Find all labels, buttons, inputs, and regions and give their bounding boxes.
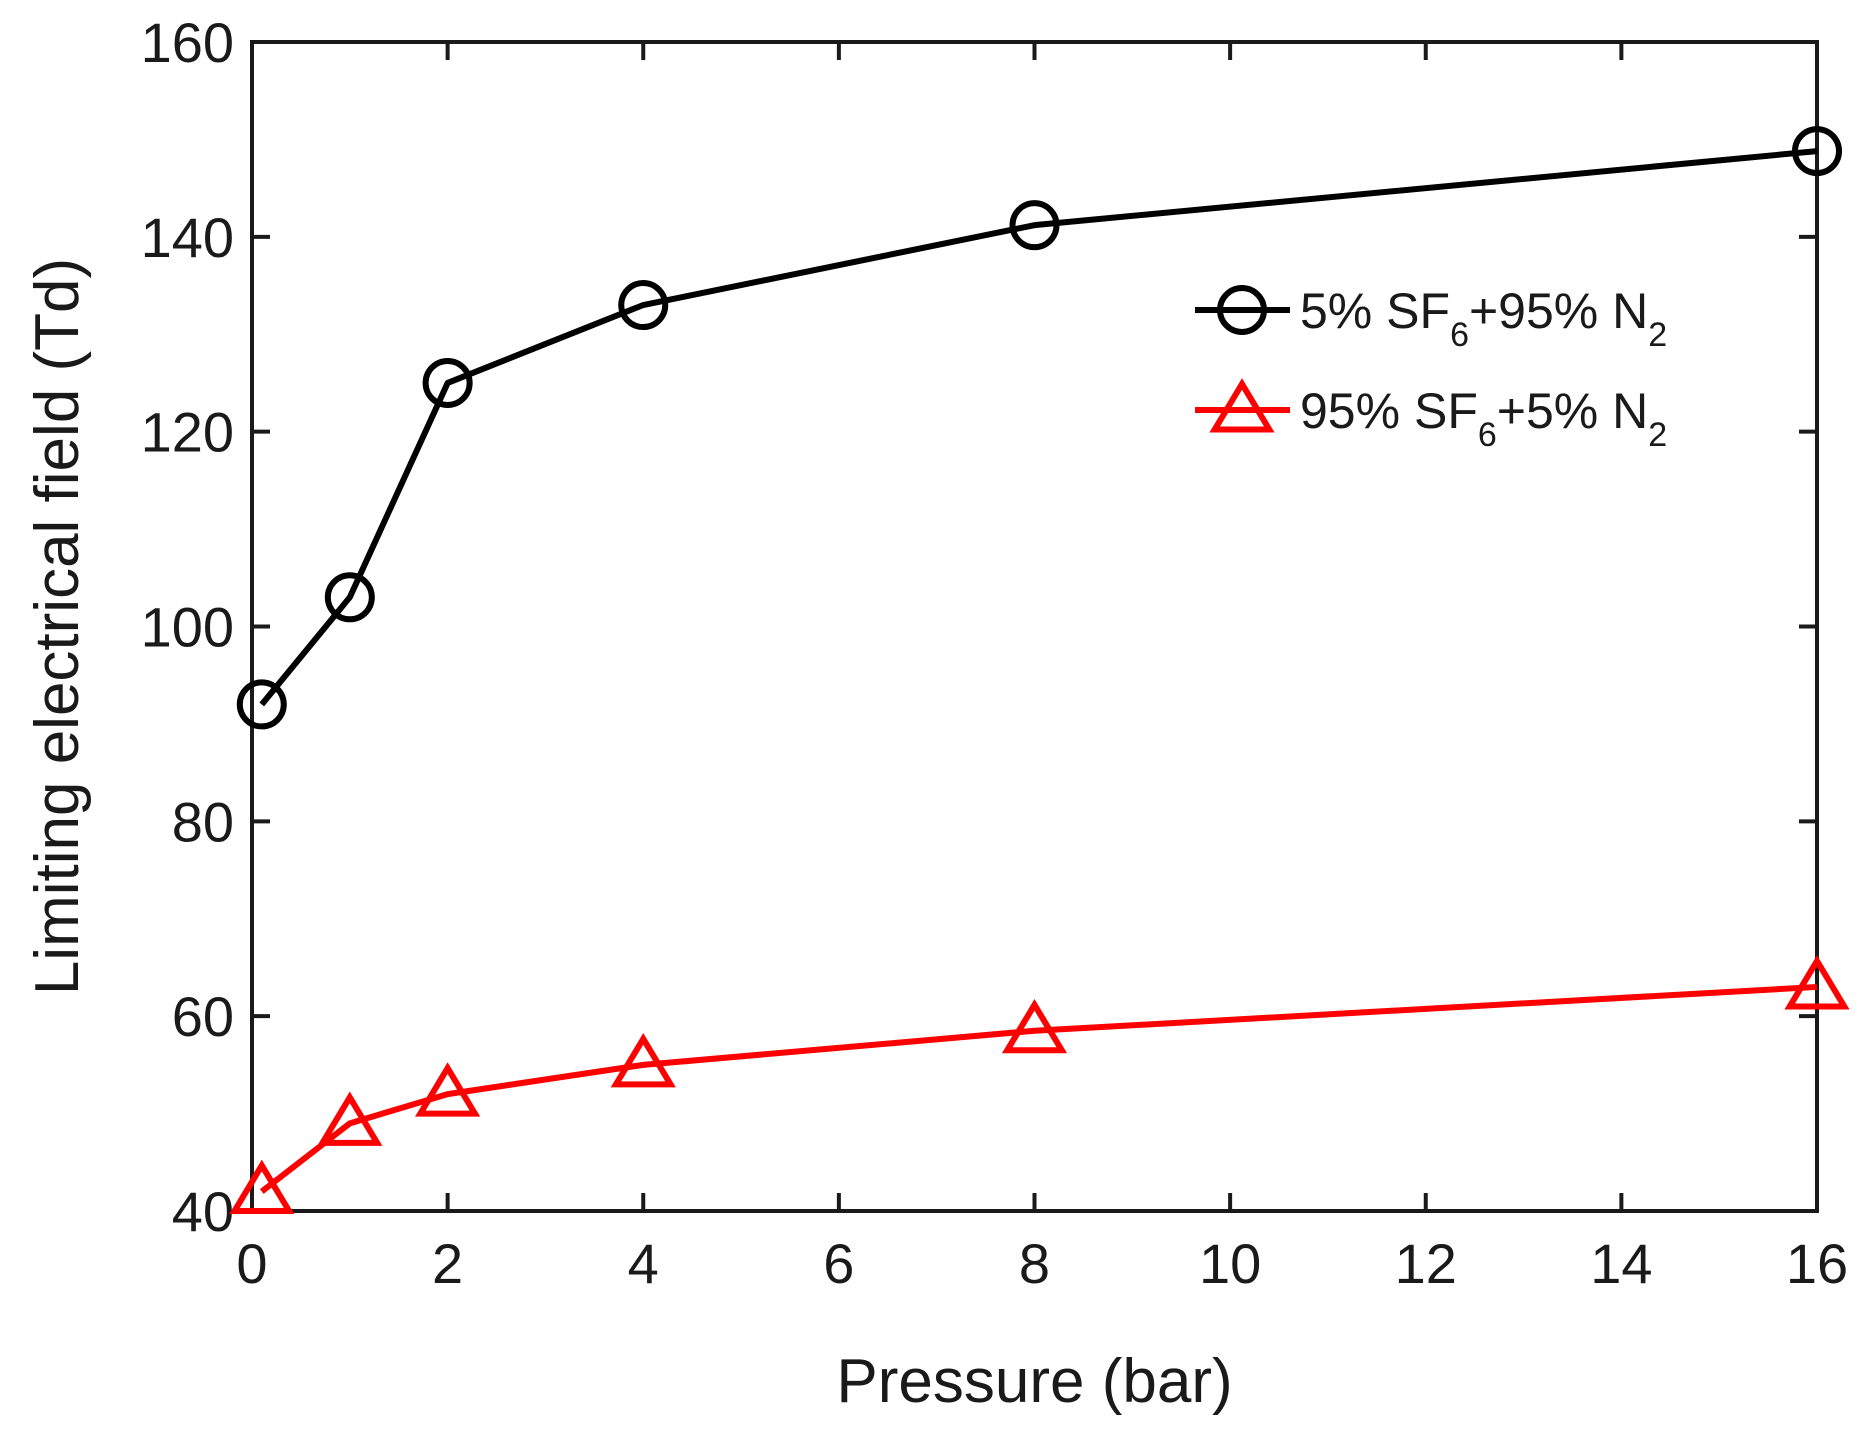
series-2-point [317,1091,383,1146]
series-1-point [422,357,473,408]
x-axis-label: Pressure (bar) [836,1347,1232,1416]
y-axis-label: Limiting electrical field (Td) [23,258,92,995]
legend-subscript: 2 [1648,416,1667,454]
x-tick-label: 12 [1395,1232,1457,1295]
x-tick-label: 2 [432,1232,463,1295]
legend-label: 5% SF6+95% N2 [1300,283,1667,354]
series-1-point [1009,200,1060,251]
legend-text-part: +95% N [1469,283,1648,339]
series-1-point [236,679,287,730]
y-tick-label: 60 [172,985,234,1048]
series-1-point [1792,126,1842,177]
series-2-line [259,983,1818,1194]
legend-text-part: +5% N [1497,383,1648,439]
legend-swatch-marker [1209,378,1275,433]
series-2-point [415,1062,481,1117]
series-2 [229,955,1850,1215]
y-tick-label: 140 [141,206,234,269]
series-2-point [1001,998,1068,1054]
series-2-point [610,1033,676,1088]
series-1-point [618,280,669,331]
y-tick-label: 160 [141,11,234,74]
x-tick-label: 14 [1590,1232,1652,1295]
legend-item-2: 95% SF6+5% N2 [1195,378,1667,454]
tick-labels: 0 2 4 6 8 10 12 14 16 40 60 80 100 120 140 160 [141,11,1849,1295]
series-2-point [229,1159,295,1215]
series-layer [229,126,1850,1215]
y-tick-label: 40 [172,1180,234,1243]
legend-swatch-marker [1217,285,1267,335]
plot-area [250,40,1819,1213]
x-tick-label: 10 [1199,1232,1261,1295]
x-tick-label: 6 [823,1232,854,1295]
y-tick-label: 100 [141,596,234,659]
series-2-point [1784,955,1850,1010]
y-tick-label: 80 [172,790,234,853]
x-tick-label: 8 [1019,1232,1050,1295]
legend-subscript: 6 [1478,416,1497,454]
legend-item-1: 5% SF6+95% N2 [1195,283,1667,354]
ticks [250,40,1819,1213]
x-tick-label: 16 [1786,1232,1848,1295]
series-1-point [324,572,375,623]
legend-subscript: 2 [1648,316,1667,354]
series-1 [236,126,1842,730]
legend-subscript: 6 [1450,316,1469,354]
x-tick-label: 0 [236,1232,267,1295]
legend-label: 95% SF6+5% N2 [1300,383,1667,454]
y-tick-label: 120 [141,401,234,464]
legend-text-part: 95% SF [1300,383,1478,439]
legend-text-part: 5% SF [1300,283,1450,339]
x-tick-label: 4 [628,1232,659,1295]
